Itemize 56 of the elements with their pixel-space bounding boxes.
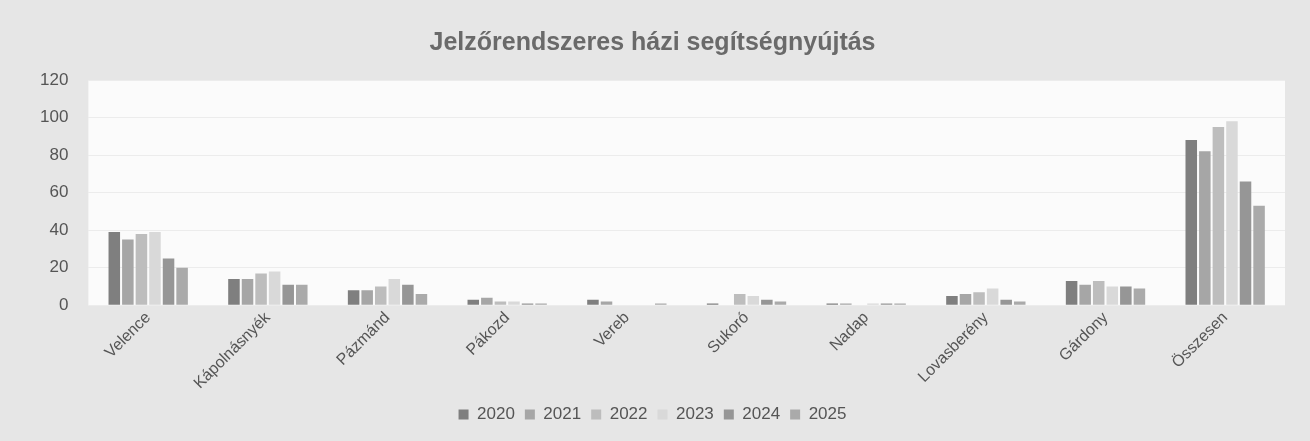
bar [255,273,267,305]
bar [361,290,373,305]
bar [1253,205,1265,305]
bar [415,294,428,305]
bar [1133,288,1146,305]
bar [761,299,773,305]
bar [733,294,746,305]
bar [481,297,493,305]
bar [747,295,760,305]
bar [1226,121,1238,305]
bar [228,279,240,305]
legend-label: 2020 [477,404,515,424]
legend-label: 2025 [808,404,847,424]
y-tick-label: 0 [58,295,69,315]
bar [241,279,254,305]
bar [946,295,958,305]
bar [1000,299,1012,305]
bar [268,271,281,305]
y-tick-label: 120 [39,69,69,89]
bar [467,299,480,305]
bar [1199,151,1211,305]
bar [959,294,972,305]
y-tick-label: 80 [49,144,69,164]
bar [347,290,360,305]
bar [1013,301,1026,305]
y-tick-label: 20 [49,257,69,277]
bar [1212,126,1225,305]
y-tick-label: 40 [49,219,69,239]
bar [282,284,294,305]
bar [402,284,414,305]
bar [149,232,161,305]
y-tick-label: 100 [39,107,69,127]
legend-label: 2022 [609,404,648,424]
bar [1065,280,1078,305]
bar [122,239,134,305]
bar [587,299,599,305]
bar [176,267,188,305]
bar [986,288,999,305]
bar [1120,286,1132,305]
bar [388,279,401,305]
chart-title: Jelzőrendszeres házi segítségnyújtás [429,26,876,55]
legend-label: 2024 [742,404,781,424]
bar [1185,140,1198,305]
bar [135,233,148,305]
bar [1079,284,1091,305]
legend-label: 2021 [543,404,582,424]
bar [973,292,985,305]
bar [1092,280,1105,305]
bar [108,232,121,305]
legend-label: 2023 [676,404,714,424]
bar [1239,181,1252,305]
bar [162,258,175,305]
bar [296,284,308,305]
y-tick-label: 60 [49,182,69,202]
bar [374,286,387,305]
bar [1106,286,1119,305]
